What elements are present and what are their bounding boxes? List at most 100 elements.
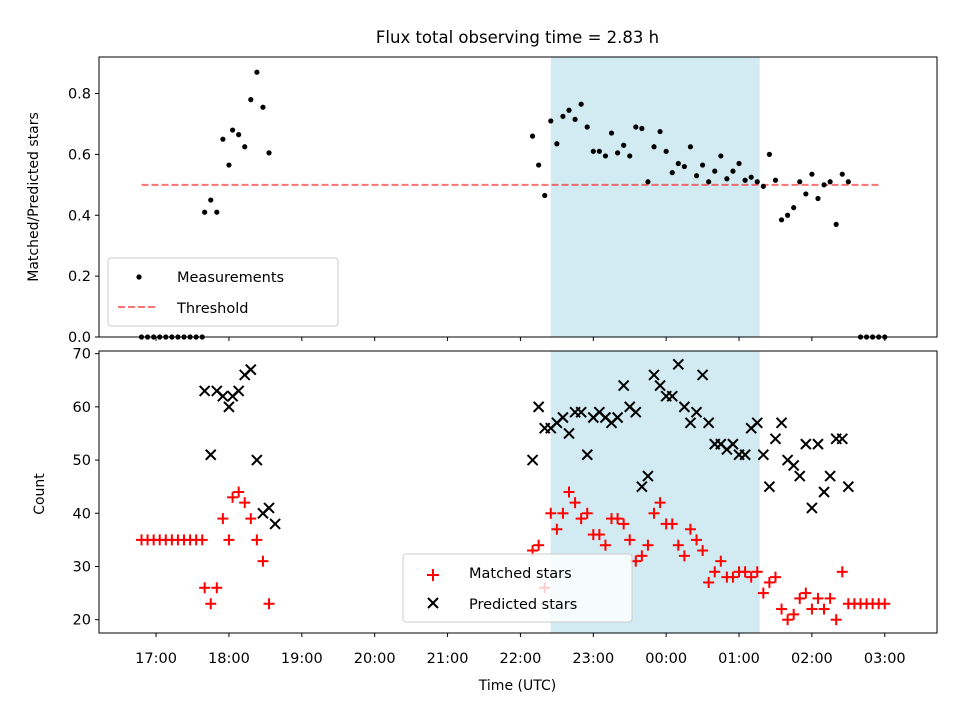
predicted-stars-point <box>654 379 666 392</box>
measurement-point <box>833 221 839 227</box>
top-chart-title: Flux total observing time = 2.83 h <box>376 28 659 47</box>
predicted-stars-point <box>696 369 709 381</box>
matched-stars-point <box>575 513 587 525</box>
measurement-point <box>766 151 773 157</box>
measurement-point <box>785 212 791 218</box>
legend-predicted-marker <box>427 597 439 609</box>
matched-stars-point <box>239 497 251 509</box>
measurement-point <box>236 132 242 138</box>
matched-stars-point <box>245 513 257 525</box>
matched-stars-point <box>709 566 721 578</box>
measurement-point <box>791 205 797 211</box>
measurement-point <box>663 148 669 154</box>
measurement-point <box>778 217 785 223</box>
bottom-x-ticks: 17:00 18:00 19:00 20:00 21:00 22:00 23:00 00:00… <box>135 633 906 667</box>
measurement-point <box>220 136 226 142</box>
matched-stars-point <box>199 582 211 594</box>
measurement-point <box>548 118 554 124</box>
measurement-point <box>248 97 254 103</box>
measurement-point <box>706 179 712 185</box>
bottom-y-tick-label: 50 <box>73 453 91 469</box>
predicted-stars-point <box>794 470 806 482</box>
measurement-point <box>639 125 645 132</box>
matched-stars-point <box>654 497 666 509</box>
measurement-point <box>645 179 651 185</box>
top-y-tick-label: 0.4 <box>68 208 91 224</box>
top-legend: Measurements Threshold <box>107 257 339 327</box>
matched-stars-point <box>776 603 788 615</box>
matched-stars-point <box>763 576 775 588</box>
measurement-point <box>578 101 584 107</box>
bottom-x-tick-label: 02:00 <box>791 651 833 667</box>
matched-stars-point <box>684 523 696 535</box>
predicted-stars-point <box>563 427 575 440</box>
measurement-point <box>260 104 266 110</box>
measurement-point <box>669 170 675 176</box>
matched-stars-point <box>636 550 648 562</box>
measurement-point <box>536 162 542 168</box>
measurement-point <box>584 124 590 130</box>
measurement-point <box>797 179 803 185</box>
predicted-stars-point <box>636 480 648 493</box>
matched-stars-point <box>612 513 624 525</box>
matched-stars-point <box>648 507 660 519</box>
measurement-point <box>229 127 236 133</box>
predicted-stars-point <box>617 379 630 392</box>
predicted-stars-point <box>775 417 788 429</box>
predicted-stars-point <box>251 454 263 466</box>
bottom-y-tick-label: 20 <box>73 613 91 629</box>
matched-stars-point <box>666 518 678 530</box>
matched-stars-point <box>581 507 593 519</box>
predicted-stars-point <box>684 417 697 429</box>
matched-stars-point <box>751 566 763 578</box>
matched-stars-point <box>593 529 605 541</box>
measurement-point <box>254 69 260 75</box>
measurement-point <box>560 113 566 119</box>
predicted-stars-point <box>269 518 281 530</box>
matched-stars-point <box>227 491 239 503</box>
measurement-point <box>675 160 681 167</box>
matched-stars-point <box>806 603 818 615</box>
bottom-legend: Matched stars Predicted stars <box>402 553 633 623</box>
matched-stars-point <box>205 598 217 610</box>
predicted-stars-point <box>581 449 593 461</box>
matched-stars-point <box>223 534 235 546</box>
measurement-point <box>815 195 821 202</box>
matched-stars-point <box>545 507 557 519</box>
predicted-stars-point <box>824 470 836 482</box>
matched-stars-point <box>196 534 208 546</box>
measurement-point <box>596 148 602 154</box>
measurement-point <box>760 183 766 189</box>
matched-stars-point <box>703 576 715 588</box>
bottom-x-tick-label: 19:00 <box>281 651 323 667</box>
legend-measurements-label: Measurements <box>177 270 284 286</box>
measurement-point <box>827 179 833 185</box>
measurement-point <box>809 171 815 177</box>
measurement-point <box>633 124 639 130</box>
measurement-point <box>602 153 609 159</box>
measurement-point <box>627 153 633 159</box>
matched-stars-point <box>618 518 630 530</box>
matched-stars-point <box>715 555 727 567</box>
measurement-point <box>718 153 724 159</box>
bottom-x-tick-label: 01:00 <box>718 651 760 667</box>
matched-stars-point <box>678 550 690 562</box>
matched-stars-point <box>257 555 269 567</box>
top-y-axis-label: Matched/Predicted stars <box>26 112 42 282</box>
predicted-stars-point <box>672 358 685 371</box>
matched-stars-point <box>812 592 824 604</box>
matched-stars-point <box>563 486 575 498</box>
measurement-point <box>542 192 548 199</box>
measurement-point <box>742 177 748 183</box>
measurement-point <box>608 130 615 136</box>
matched-stars-point <box>263 598 275 610</box>
measurement-point <box>724 176 730 182</box>
matched-stars-point <box>745 571 757 583</box>
matched-stars-point <box>251 534 263 546</box>
matched-stars-point <box>757 587 769 599</box>
predicted-stars-point <box>642 470 654 482</box>
predicted-stars-point <box>205 449 217 461</box>
measurement-point <box>700 162 706 168</box>
matched-stars-point <box>551 523 563 535</box>
